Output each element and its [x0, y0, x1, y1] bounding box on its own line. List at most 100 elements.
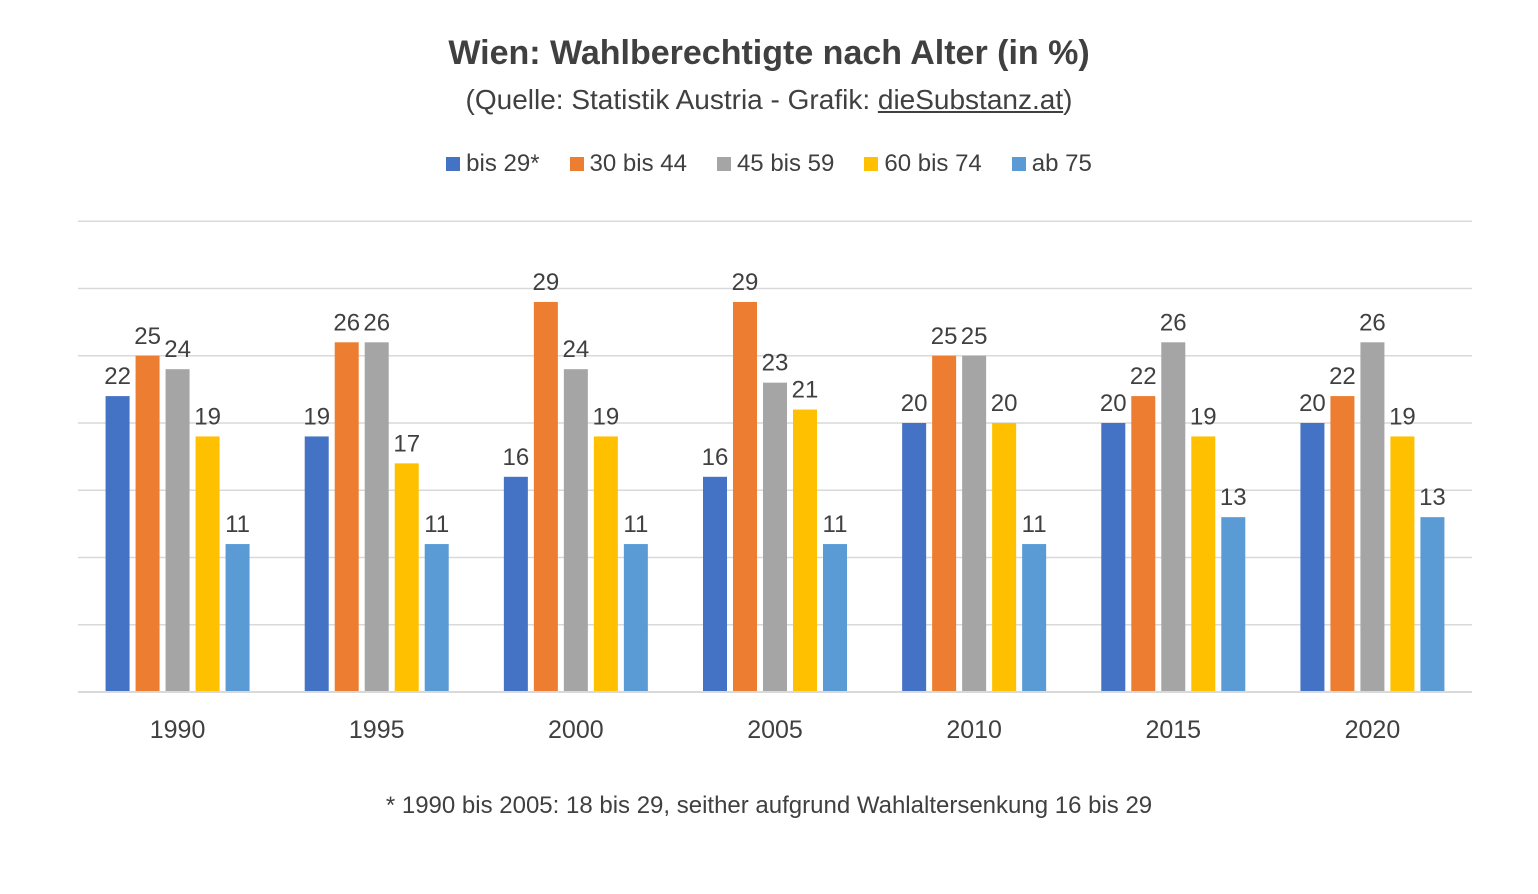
data-label: 21: [792, 377, 819, 404]
data-label: 26: [1359, 309, 1386, 336]
bar: [1221, 517, 1246, 692]
bar: [334, 342, 359, 692]
data-label: 17: [393, 430, 420, 457]
bar: [1161, 342, 1186, 692]
bar: [1330, 396, 1355, 692]
bar: [962, 355, 987, 692]
bar: [105, 396, 130, 692]
subtitle-prefix: (Quelle: Statistik Austria - Grafik:: [465, 84, 878, 115]
data-label: 13: [1220, 484, 1247, 511]
data-label: 19: [593, 403, 620, 430]
data-label: 26: [333, 309, 360, 336]
data-label: 19: [1389, 403, 1416, 430]
bar: [932, 355, 957, 692]
bar: [533, 301, 558, 692]
bar: [424, 544, 449, 692]
legend-item-series-2: 45 bis 59: [716, 150, 835, 178]
bar: [593, 436, 618, 692]
legend-swatch: [716, 157, 731, 171]
data-label: 20: [991, 390, 1018, 417]
chart-title: Wien: Wahlberechtigte nach Alter (in %): [448, 34, 1090, 72]
legend-item-series-0: bis 29*: [446, 150, 540, 178]
bar: [1390, 436, 1415, 692]
data-label: 11: [424, 511, 449, 538]
data-label: 24: [563, 336, 590, 363]
data-label: 22: [104, 363, 131, 390]
x-tick-label: 1995: [349, 716, 405, 744]
data-label: 29: [533, 269, 560, 296]
bar: [733, 301, 757, 692]
chart-legend: bis 29* 30 bis 44 45 bis 59 60 bis 74 ab…: [0, 150, 1538, 178]
data-label: 20: [1299, 390, 1326, 417]
bar: [793, 409, 817, 692]
data-label: 19: [194, 403, 221, 430]
chart-subtitle: (Quelle: Statistik Austria - Grafik: die…: [0, 84, 1538, 116]
bar: [563, 369, 588, 692]
bar: [623, 544, 648, 692]
legend-swatch: [864, 157, 879, 171]
legend-item-series-3: 60 bis 74: [864, 150, 982, 178]
data-label: 20: [1100, 390, 1127, 417]
bar: [304, 436, 329, 692]
data-label: 16: [702, 444, 729, 471]
bar: [394, 463, 419, 692]
data-label: 29: [732, 269, 759, 296]
data-label: 11: [623, 511, 648, 538]
bar: [703, 476, 727, 692]
data-label: 11: [1022, 511, 1047, 538]
bar: [1191, 436, 1216, 692]
bar: [1101, 423, 1126, 692]
data-label: 23: [762, 350, 789, 377]
legend-swatch: [1011, 157, 1026, 171]
bar: [1420, 517, 1445, 692]
data-label: 20: [901, 390, 928, 417]
x-tick-label: 2015: [1145, 716, 1201, 744]
legend-label: ab 75: [1031, 150, 1092, 177]
chart-footnote: * 1990 bis 2005: 18 bis 29, seither aufg…: [385, 792, 1153, 819]
bar: [135, 355, 160, 692]
bar: [823, 544, 847, 692]
data-label: 24: [164, 336, 191, 363]
bar: [503, 476, 528, 692]
bar: [195, 436, 220, 692]
bar: [902, 423, 927, 692]
legend-swatch: [446, 157, 461, 171]
bar: [1131, 396, 1156, 692]
legend-label: 30 bis 44: [589, 150, 687, 177]
bar: [763, 382, 787, 692]
data-label: 22: [1329, 363, 1356, 390]
legend-item-series-1: 30 bis 44: [569, 150, 687, 178]
x-tick-label: 2020: [1345, 716, 1401, 744]
source-link[interactable]: dieSubstanz.at: [877, 84, 1064, 115]
data-label: 19: [1190, 403, 1217, 430]
data-label: 22: [1130, 363, 1157, 390]
legend-label: 45 bis 59: [736, 150, 835, 177]
bar: [1300, 423, 1325, 692]
bar: [1022, 544, 1047, 692]
legend-item-series-4: ab 75: [1011, 150, 1092, 178]
legend-label: 60 bis 74: [884, 150, 982, 177]
data-label: 11: [823, 511, 848, 538]
data-label: 13: [1419, 484, 1446, 511]
bar: [225, 544, 250, 692]
legend-swatch: [569, 157, 584, 171]
x-tick-label: 2010: [946, 716, 1002, 744]
data-label: 25: [931, 323, 958, 350]
bar: [165, 369, 190, 692]
data-label: 26: [363, 309, 390, 336]
data-label: 11: [225, 511, 250, 538]
data-label: 16: [503, 444, 530, 471]
x-tick-label: 1990: [150, 716, 206, 744]
legend-label: bis 29*: [466, 150, 540, 177]
data-label: 19: [303, 403, 330, 430]
subtitle-suffix: ): [1063, 84, 1073, 115]
bar: [364, 342, 389, 692]
x-tick-label: 2005: [747, 716, 803, 744]
x-tick-label: 2000: [548, 716, 604, 744]
data-label: 26: [1160, 309, 1187, 336]
bar: [1360, 342, 1385, 692]
data-label: 25: [961, 323, 988, 350]
bar: [992, 423, 1017, 692]
data-label: 25: [134, 323, 161, 350]
